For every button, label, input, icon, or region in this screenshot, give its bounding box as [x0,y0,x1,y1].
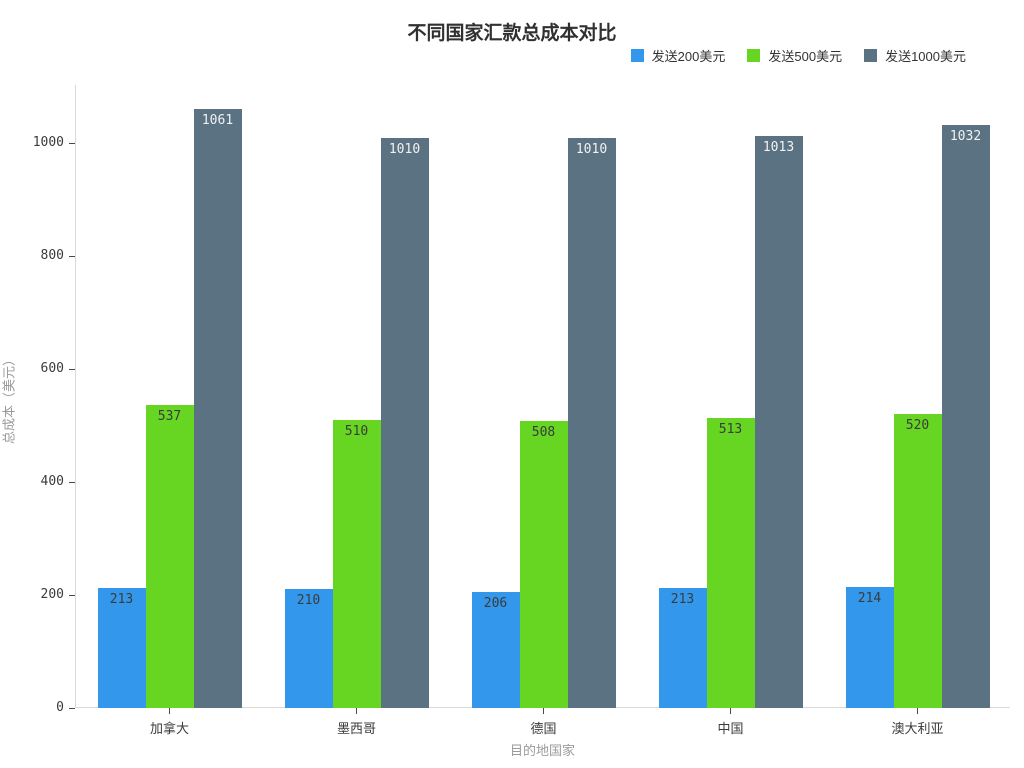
y-axis-tick [69,481,75,483]
bar-value-label: 1010 [575,141,608,157]
x-axis-title: 目的地国家 [509,743,575,758]
x-axis-tick [730,708,731,714]
x-axis-tick [917,708,918,714]
legend-item-label: 发送1000美元 [885,49,966,64]
x-axis-tick-label: 澳大利亚 [891,721,944,736]
y-axis-tick [69,142,75,144]
bar-value-label: 513 [718,422,743,438]
y-axis-tick-label: 1000 [32,135,64,151]
legend-item-label: 发送200美元 [651,49,726,64]
bar-澳大利亚-发送500美元 [893,414,942,708]
bar-value-label: 1061 [201,112,234,128]
y-axis-tick [69,368,75,370]
x-axis-tick-label: 加拿大 [149,721,189,736]
bar-德国-发送1000美元 [567,137,616,708]
bar-墨西哥-发送500美元 [332,419,381,708]
legend-swatch-icon [747,49,761,62]
chart-title: 不同国家汇款总成本对比 [407,23,617,44]
bar-value-label: 1013 [762,139,795,155]
x-axis-tick [169,708,170,714]
bar-value-label: 214 [857,591,882,607]
bar-value-label: 210 [296,593,321,609]
y-axis-tick-label: 600 [40,361,64,377]
bar-value-label: 1032 [949,129,982,145]
y-axis-title: 总成本（美元） [1,353,17,445]
y-axis-tick [69,707,75,709]
y-axis-tick-label: 200 [40,587,64,603]
legend-swatch-icon [864,49,878,62]
y-axis-tick-label: 0 [56,700,64,715]
bar-value-label: 206 [483,595,508,611]
chart-legend: 发送200美元 发送500美元 发送1000美元 [630,46,966,65]
bar-墨西哥-发送200美元 [284,589,333,708]
x-axis-tick-label: 德国 [530,721,557,736]
bar-德国-发送500美元 [519,421,568,708]
x-axis-tick [543,708,544,714]
bar-value-label: 508 [531,425,556,441]
legend-item-1: 发送500美元 [747,46,842,65]
bar-加拿大-发送1000美元 [193,108,242,708]
bar-中国-发送200美元 [658,587,707,708]
bar-德国-发送200美元 [471,591,520,708]
bar-澳大利亚-发送1000美元 [941,125,990,708]
y-axis-tick-label: 400 [40,474,64,490]
legend-item-2: 发送1000美元 [864,46,966,65]
bar-中国-发送500美元 [706,418,755,708]
legend-swatch-icon [630,49,644,62]
bar-value-label: 520 [905,418,930,434]
x-axis-tick [356,708,357,714]
plot-area: 0 200 400 600 800 1000 213 537 1061 加拿大 210 510 1010… [33,85,1010,736]
bar-墨西哥-发送1000美元 [380,137,429,708]
y-axis-tick [69,594,75,596]
bar-澳大利亚-发送200美元 [845,587,894,708]
bar-加拿大-发送500美元 [145,404,194,708]
bar-value-label: 537 [157,408,182,424]
bar-value-label: 213 [109,591,134,607]
y-axis-tick-label: 800 [40,248,64,264]
y-axis-tick [69,255,75,257]
x-axis-tick-label: 墨西哥 [336,721,376,736]
bar-中国-发送1000美元 [754,135,803,708]
bar-加拿大-发送200美元 [97,587,146,708]
bar-value-label: 1010 [388,141,421,157]
bar-value-label: 213 [670,591,695,607]
bar-value-label: 510 [344,423,369,439]
x-axis-tick-label: 中国 [717,721,744,736]
legend-item-label: 发送500美元 [768,49,843,64]
legend-item-0: 发送200美元 [630,46,726,65]
